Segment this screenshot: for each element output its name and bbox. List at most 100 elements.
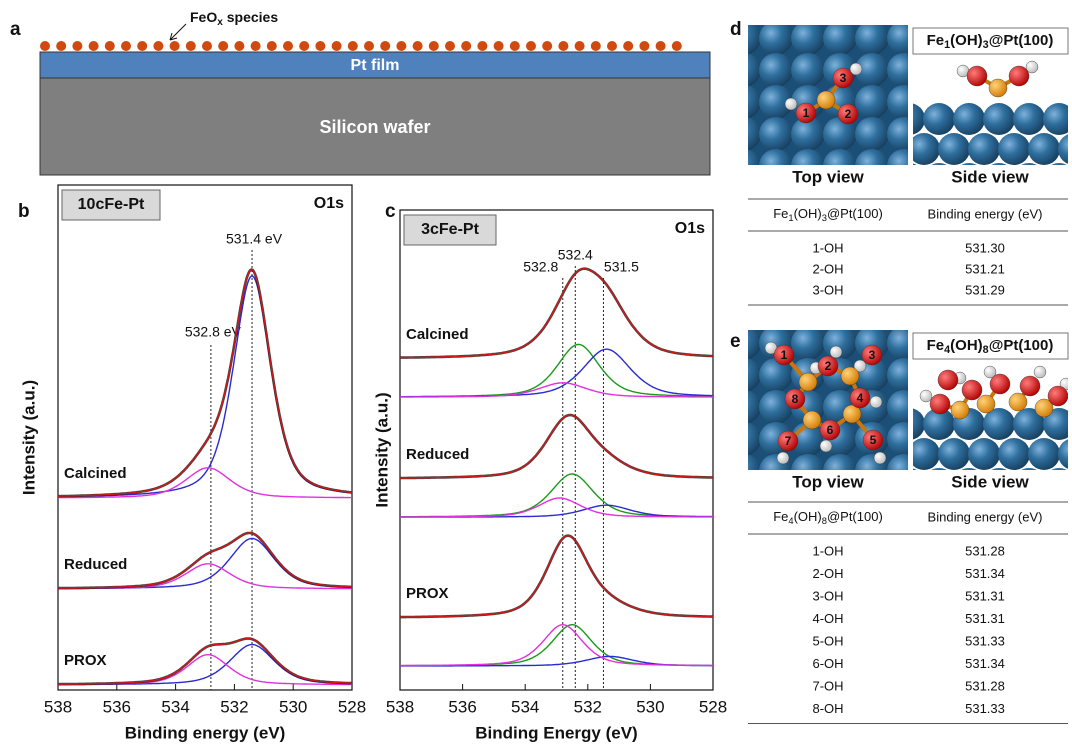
spectrum-label: Calcined	[64, 465, 127, 482]
species-label: FeOx species	[190, 9, 278, 28]
h-atom	[920, 390, 932, 402]
feox-dot	[396, 41, 406, 51]
fe-atom	[989, 79, 1007, 97]
panel-letter: d	[730, 19, 742, 40]
feox-dot	[429, 41, 439, 51]
spectrum-label: Reduced	[64, 556, 127, 573]
feox-dot	[105, 41, 115, 51]
h-atom	[870, 396, 882, 408]
wafer-label: Silicon wafer	[319, 117, 430, 137]
x-tick-label: 534	[161, 697, 189, 716]
feox-dot	[202, 41, 212, 51]
component-peak	[400, 498, 713, 517]
x-tick-label: 538	[386, 697, 414, 716]
panel-letter: e	[730, 331, 741, 352]
x-tick-label: 532	[574, 697, 602, 716]
text-part: (OH)	[950, 32, 983, 49]
pt-atom	[727, 358, 761, 392]
atom-label: 5	[870, 433, 877, 447]
feox-dot	[575, 41, 585, 51]
o-atom	[930, 394, 950, 414]
pt-atom	[938, 438, 970, 470]
x-axis-label: Binding energy (eV)	[125, 723, 286, 742]
atom-label: 1	[803, 106, 810, 120]
pt-atom	[855, 117, 889, 151]
text-part: (OH)	[794, 509, 822, 524]
table-cell: 1-OH	[812, 543, 843, 558]
pt-atom	[855, 21, 889, 55]
pt-atom	[727, 390, 761, 424]
o-atom	[1048, 386, 1068, 406]
component-peak	[58, 276, 352, 497]
fe-atom	[951, 401, 969, 419]
text-part: FeO	[190, 9, 217, 25]
core-level: O1s	[675, 220, 705, 237]
arrow	[170, 24, 186, 40]
feox-dot	[494, 41, 504, 51]
atom-label: 2	[845, 107, 852, 121]
reference-label: 531.4 eV	[226, 231, 283, 247]
core-level: O1s	[314, 195, 344, 212]
fit-envelope	[400, 269, 713, 358]
pt-atom	[1028, 438, 1060, 470]
pt-atom	[759, 21, 793, 55]
table-cell: 4-OH	[812, 611, 843, 626]
pt-atom	[938, 133, 970, 165]
fe-atom	[1009, 393, 1027, 411]
table-cell: 531.28	[965, 678, 1005, 693]
x-tick-label: 538	[44, 697, 72, 716]
feox-dot	[380, 41, 390, 51]
plot-frame	[58, 185, 352, 690]
x-tick-label: 532	[220, 697, 248, 716]
atom-label: 6	[827, 423, 834, 437]
pt-atom	[727, 85, 761, 119]
feox-dot	[477, 41, 487, 51]
pt-atom	[923, 163, 955, 195]
feox-dot	[234, 41, 244, 51]
text-part: @Pt(100)	[827, 509, 883, 524]
feox-dot	[72, 41, 82, 51]
reference-label: 532.8 eV	[185, 324, 242, 340]
atom-label: 3	[840, 71, 847, 85]
table-cell: 531.29	[965, 282, 1005, 297]
table-cell: 2-OH	[812, 566, 843, 581]
structure-image: 1 2 3	[727, 21, 921, 183]
pt-atom	[983, 103, 1015, 135]
reference-label: 532.8	[523, 259, 558, 275]
feox-dot	[170, 41, 180, 51]
pt-atom	[727, 53, 761, 87]
text-part: @Pt(100)	[989, 32, 1054, 49]
feox-dot	[299, 41, 309, 51]
fit-envelope	[400, 269, 713, 358]
pt-atom	[893, 163, 925, 195]
table-header: Binding energy (eV)	[928, 206, 1043, 221]
sample-label: 3cFe-Pt	[421, 221, 479, 238]
pt-atom	[968, 133, 1000, 165]
table-cell: 6-OH	[812, 656, 843, 671]
atom-label: 1	[781, 348, 788, 362]
table-cell: 531.34	[965, 656, 1005, 671]
feox-dot	[56, 41, 66, 51]
h-atom	[785, 98, 797, 110]
spectrum-label: Reduced	[406, 446, 469, 463]
component-peak	[400, 505, 713, 517]
feox-dot	[591, 41, 601, 51]
text-part: Fe	[773, 509, 788, 524]
feox-dot	[607, 41, 617, 51]
x-axis-label: Binding Energy (eV)	[475, 723, 637, 742]
sample-label: 10cFe-Pt	[78, 196, 145, 213]
text-part: @Pt(100)	[989, 337, 1054, 354]
table-header: Fe1(OH)3@Pt(100)	[773, 206, 883, 223]
pt-atom	[893, 468, 925, 500]
pt-atom	[998, 438, 1030, 470]
table-header: Binding energy (eV)	[928, 509, 1043, 524]
table-cell: 531.33	[965, 633, 1005, 648]
x-tick-label: 530	[279, 697, 307, 716]
pt-atom	[1043, 163, 1072, 195]
pt-atom	[727, 454, 761, 488]
caption: Side view	[951, 472, 1029, 491]
y-axis-label: Intensity (a.u.)	[19, 380, 38, 495]
y-axis-label: Intensity (a.u.)	[372, 392, 391, 507]
table-cell: 531.30	[965, 240, 1005, 255]
o-atom	[1020, 376, 1040, 396]
